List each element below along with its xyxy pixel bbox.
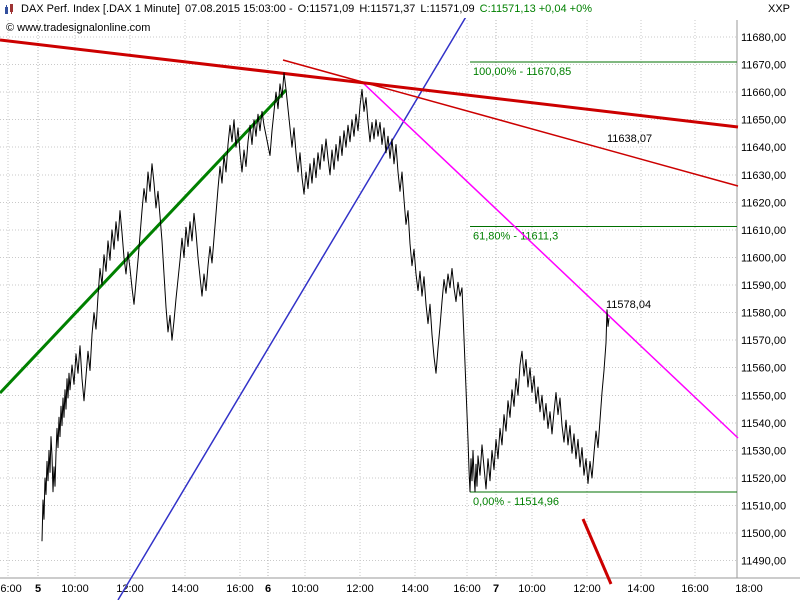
y-axis-label: 11550,00 xyxy=(741,390,786,402)
x-axis-label: 16:00 xyxy=(0,583,22,595)
y-axis-label: 11600,00 xyxy=(741,253,786,265)
x-axis-label: 7 xyxy=(493,583,499,595)
y-axis-label: 11560,00 xyxy=(741,363,786,375)
y-axis-label: 11660,00 xyxy=(741,87,786,99)
chart-icon xyxy=(4,3,16,15)
magenta-trend-line[interactable] xyxy=(361,81,739,439)
x-axis-label: 10:00 xyxy=(291,583,319,595)
x-axis-label: 14:00 xyxy=(401,583,429,595)
x-axis-label: 16:00 xyxy=(681,583,709,595)
x-axis-label: 12:00 xyxy=(116,583,144,595)
y-axis-label: 11530,00 xyxy=(741,445,786,457)
fib-level-label: 100,00% - 11670,85 xyxy=(473,66,571,78)
y-axis-label: 11620,00 xyxy=(741,197,786,209)
instrument-title: DAX Perf. Index [.DAX 1 Minute] xyxy=(21,3,180,15)
y-axis-label: 11630,00 xyxy=(741,170,786,182)
x-axis-label: 6 xyxy=(265,583,271,595)
x-axis-label: 10:00 xyxy=(61,583,89,595)
y-axis-label: 11570,00 xyxy=(741,335,786,347)
x-axis-label: 14:00 xyxy=(171,583,199,595)
header-high: H:11571,37 xyxy=(359,3,416,15)
y-axis-label: 11500,00 xyxy=(741,528,786,540)
fib-level-label: 61,80% - 11611,3 xyxy=(473,230,558,242)
x-axis-label: 16:00 xyxy=(226,583,254,595)
y-axis-label: 11520,00 xyxy=(741,473,786,485)
y-axis-label: 11580,00 xyxy=(741,308,786,320)
red-steep-line[interactable] xyxy=(581,518,613,585)
x-axis-label: 12:00 xyxy=(573,583,601,595)
y-axis-label: 11510,00 xyxy=(741,501,786,513)
watermark: © www.tradesignalonline.com xyxy=(6,22,151,34)
y-axis-label: 11640,00 xyxy=(741,142,786,154)
magenta-trend-value-label: 11578,04 xyxy=(606,299,651,311)
price-line xyxy=(41,72,610,542)
y-axis-label: 11650,00 xyxy=(741,115,786,127)
header-datetime: 07.08.2015 15:03:00 - xyxy=(184,3,293,15)
x-axis-label: 16:00 xyxy=(453,583,481,595)
header-low: L:11571,09 xyxy=(420,3,475,15)
x-axis-label: 5 xyxy=(35,583,41,595)
x-axis-label: 18:00 xyxy=(735,583,763,595)
header-close-change: C:11571,13 +0,04 +0% xyxy=(479,3,592,15)
red-secondary-line[interactable] xyxy=(282,59,739,187)
green-support-line[interactable] xyxy=(0,88,288,395)
y-axis-label: 11490,00 xyxy=(741,556,786,568)
fib-level-label: 0,00% - 11514,96 xyxy=(473,496,559,508)
x-axis-label: 14:00 xyxy=(627,583,655,595)
chart-header: DAX Perf. Index [.DAX 1 Minute] 07.08.20… xyxy=(0,0,800,18)
y-axis-label: 11590,00 xyxy=(741,280,786,292)
y-axis-label: 11610,00 xyxy=(741,225,786,237)
y-axis-label: 11670,00 xyxy=(741,60,786,72)
y-axis-label: 11540,00 xyxy=(741,418,786,430)
workspace-tab[interactable]: XXP xyxy=(767,3,790,15)
x-axis-label: 10:00 xyxy=(518,583,546,595)
blue-trend-line[interactable] xyxy=(117,0,477,600)
y-axis-label: 11680,00 xyxy=(741,32,786,44)
x-axis-label: 12:00 xyxy=(346,583,374,595)
red-secondary-value-label: 11638,07 xyxy=(607,133,652,145)
header-open: O:11571,09 xyxy=(297,3,355,15)
